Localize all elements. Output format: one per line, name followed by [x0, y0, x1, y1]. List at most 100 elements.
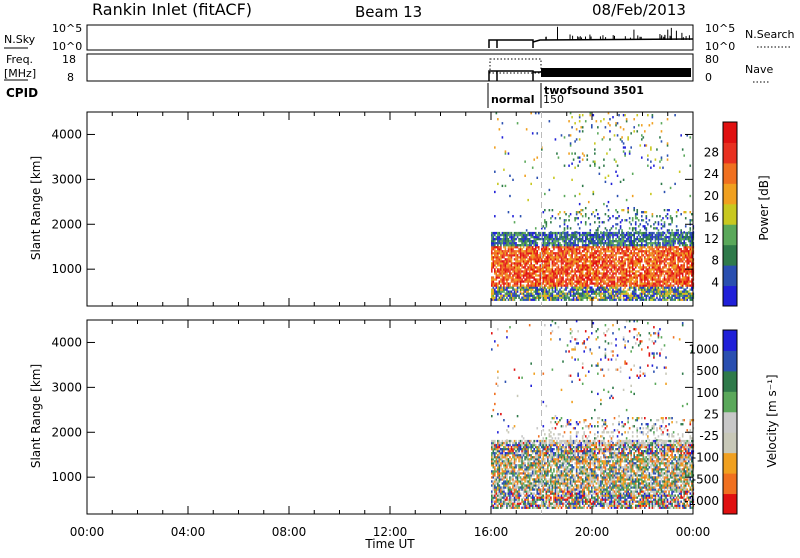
range-cell	[618, 258, 620, 260]
range-cell	[523, 464, 525, 466]
range-cell	[515, 505, 517, 507]
range-cell	[606, 232, 608, 234]
range-cell	[606, 242, 608, 244]
range-cell	[502, 242, 504, 244]
range-cell	[633, 295, 635, 297]
range-cell	[632, 240, 634, 242]
range-cell	[526, 128, 528, 130]
range-cell	[620, 138, 622, 140]
range-cell	[509, 460, 511, 462]
range-cell	[596, 284, 598, 286]
range-cell	[567, 248, 569, 250]
range-cell	[583, 254, 585, 256]
range-cell	[494, 146, 496, 148]
range-cell	[568, 238, 570, 240]
range-cell	[605, 297, 607, 299]
range-cell	[688, 256, 690, 258]
range-cell	[686, 272, 688, 274]
range-cell	[594, 254, 596, 256]
range-cell	[505, 246, 507, 248]
range-cell	[615, 240, 617, 242]
range-cell	[647, 286, 649, 288]
range-cell	[550, 236, 552, 238]
range-cell	[638, 258, 640, 260]
range-cell	[526, 236, 528, 238]
range-cell	[523, 284, 525, 286]
range-cell	[582, 158, 584, 160]
range-cell	[561, 280, 563, 282]
range-cell	[514, 244, 516, 246]
range-cell	[667, 158, 669, 160]
range-cell	[496, 383, 498, 385]
range-cell	[562, 276, 564, 278]
range-cell	[579, 299, 581, 301]
range-cell	[580, 252, 582, 254]
range-cell	[585, 274, 587, 276]
range-cell	[505, 260, 507, 262]
range-cell	[544, 248, 546, 250]
range-cell	[661, 156, 663, 158]
range-cell	[630, 240, 632, 242]
range-cell	[641, 268, 643, 270]
range-cell	[565, 240, 567, 242]
range-cell	[597, 299, 599, 301]
range-cell	[673, 262, 675, 264]
range-cell	[674, 291, 676, 293]
range-cell	[532, 293, 534, 295]
range-cell	[511, 256, 513, 258]
range-cell	[567, 242, 569, 244]
range-cell	[680, 291, 682, 293]
range-cell	[658, 248, 660, 250]
range-cell	[676, 225, 678, 227]
range-cell	[503, 262, 505, 264]
range-cell	[670, 187, 672, 189]
range-cell	[667, 282, 669, 284]
range-cell	[574, 295, 576, 297]
range-cell	[503, 462, 505, 464]
range-cell	[629, 299, 631, 301]
range-cell	[538, 256, 540, 258]
range-cell	[643, 286, 645, 288]
range-cell	[636, 297, 638, 299]
range-cell	[502, 486, 504, 488]
range-cell	[676, 211, 678, 213]
range-cell	[624, 272, 626, 274]
range-cell	[602, 280, 604, 282]
range-cell	[661, 227, 663, 229]
range-cell	[632, 217, 634, 219]
range-cell	[630, 270, 632, 272]
range-cell	[597, 282, 599, 284]
range-cell	[568, 234, 570, 236]
range-cell	[520, 262, 522, 264]
range-cell	[656, 274, 658, 276]
range-cell	[491, 234, 493, 236]
range-cell	[562, 293, 564, 295]
range-cell	[502, 270, 504, 272]
range-cell	[535, 293, 537, 295]
range-cell	[577, 240, 579, 242]
range-cell	[523, 254, 525, 256]
range-cell	[612, 266, 614, 268]
range-cell	[497, 454, 499, 456]
range-cell	[549, 297, 551, 299]
range-cell	[588, 248, 590, 250]
range-cell	[618, 250, 620, 252]
range-cell	[618, 297, 620, 299]
range-cell	[685, 291, 687, 293]
range-cell	[512, 427, 514, 429]
range-cell	[677, 209, 679, 211]
range-cell	[505, 274, 507, 276]
range-cell	[523, 462, 525, 464]
range-cell	[526, 262, 528, 264]
range-cell	[571, 276, 573, 278]
range-cell	[658, 244, 660, 246]
range-cell	[658, 264, 660, 266]
range-cell	[664, 240, 666, 242]
range-cell	[621, 260, 623, 262]
range-cell	[662, 217, 664, 219]
range-cell	[608, 246, 610, 248]
range-cell	[658, 238, 660, 240]
range-cell	[517, 280, 519, 282]
range-cell	[611, 248, 613, 250]
range-cell	[624, 262, 626, 264]
